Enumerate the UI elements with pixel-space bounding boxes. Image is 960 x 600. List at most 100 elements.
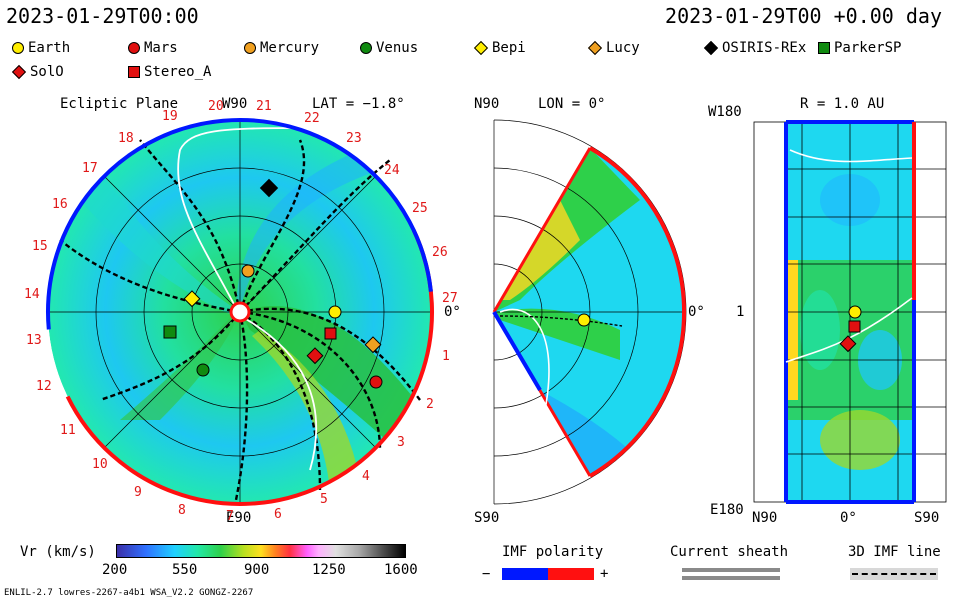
svg-text:10: 10 [92,457,108,472]
sphere-bottom-left-label: E180 [710,502,744,518]
meridional-rim-positive [588,146,686,478]
svg-text:18: 18 [118,131,134,146]
legend-osiris-rex: OSIRIS-REx [703,40,806,56]
imf-line-swatch [852,573,936,575]
title-right: 2023-01-29T00 +0.00 day [665,4,942,28]
svg-text:21: 21 [256,99,272,114]
solo-sphere-marker [839,335,857,353]
ecliptic-sector-numbers: 1 2 3 4 5 6 7 8 9 10 11 12 13 14 15 16 1… [24,99,458,524]
legend-mercury: Mercury [244,40,319,56]
svg-text:23: 23 [346,131,362,146]
svg-text:3: 3 [397,435,405,450]
colorbar-tick: 550 [172,562,198,578]
svg-text:25: 25 [412,201,428,216]
legend-bepi: Bepi [473,40,526,56]
current-sheath-swatch [682,568,780,572]
venus-marker-icon [360,42,372,54]
parkersp-ecliptic-marker [163,325,177,339]
meridional-top-label: N90 [474,96,500,112]
svg-text:11: 11 [60,423,76,438]
bepi-ecliptic-marker [183,290,201,308]
svg-text:4: 4 [362,469,370,484]
lucy-ecliptic-marker [364,336,382,354]
meridional-plot [494,148,685,476]
footer-info: ENLIL-2.7 lowres-2267-a4b1 WSA_V2.2 GONG… [4,588,254,598]
colorbar-tick: 1600 [384,562,418,578]
legend-lucy: Lucy [587,40,640,56]
svg-text:8: 8 [178,503,186,518]
mercury-marker-icon [244,42,256,54]
svg-text:6: 6 [274,507,282,522]
osiris-rex-ecliptic-marker [259,178,279,198]
imf-plus-label: + [600,566,609,582]
sphere-top-left-label: W180 [708,104,742,120]
legend-mars: Mars [128,40,178,56]
svg-text:1: 1 [442,349,450,364]
colorbar-tick: 200 [102,562,128,578]
svg-text:7: 7 [226,509,234,524]
imf-positive-swatch [548,568,594,580]
meridional-bottom-label: S90 [474,510,500,526]
legend-solo: SolO [11,64,64,80]
colorbar-tick: 1250 [312,562,346,578]
svg-text:13: 13 [26,333,42,348]
earth-marker-icon [12,42,24,54]
imf-polarity-label: IMF polarity [502,544,604,560]
sphere-mid-left-label: 1 [736,304,745,320]
stereo-a-sphere-marker [848,320,861,333]
ecliptic-current-sheet [177,127,318,471]
ecliptic-bottom-label: E90 [226,510,252,526]
ecliptic-right-label: 0° [444,304,461,320]
mercury-ecliptic-marker [241,264,255,278]
colorbar-tick: 900 [244,562,270,578]
meridional-rim-negative [492,310,542,392]
mars-ecliptic-marker [369,375,383,389]
svg-text:24: 24 [384,163,400,178]
earth-meridional-marker [577,313,591,327]
svg-text:26: 26 [432,245,448,260]
meridional-lon-label: LON = 0° [538,96,606,112]
sphere-map-plot [753,120,947,504]
venus-ecliptic-marker [196,363,210,377]
mars-marker-icon [128,42,140,54]
ecliptic-lat-label: LAT = −1.8° [312,96,405,112]
svg-text:16: 16 [52,197,68,212]
svg-text:14: 14 [24,287,40,302]
stereo-a-ecliptic-marker [324,327,337,340]
imf-line-label: 3D IMF line [848,544,941,560]
svg-text:20: 20 [208,99,224,114]
meridional-right-label: 0° [688,304,705,320]
legend-stereo-a: Stereo_A [128,64,211,80]
colorbar-label: Vr (km/s) [20,544,96,560]
svg-text:15: 15 [32,239,48,254]
sphere-title: R = 1.0 AU [800,96,885,112]
title-left: 2023-01-29T00:00 [6,4,199,28]
sphere-bottom-s-label: S90 [914,510,940,526]
legend-venus: Venus [360,40,418,56]
earth-sphere-marker [848,305,862,319]
svg-text:12: 12 [36,379,52,394]
ecliptic-rim-positive [46,118,434,506]
legend-earth: Earth [12,40,70,56]
imf-minus-label: − [482,566,491,582]
earth-ecliptic-marker [328,305,342,319]
ecliptic-top-label: W90 [222,96,248,112]
svg-text:9: 9 [134,485,142,500]
parkersp-marker-icon [818,42,830,54]
svg-text:22: 22 [304,111,320,126]
imf-negative-swatch [502,568,548,580]
ecliptic-rim-negative [46,118,434,506]
legend-parkersp: ParkerSP [818,40,901,56]
ecliptic-title: Ecliptic Plane [60,96,179,112]
current-sheath-label: Current sheath [670,544,789,560]
velocity-colorbar [116,544,406,558]
svg-text:5: 5 [320,492,328,507]
svg-text:27: 27 [442,291,458,306]
sun-icon [229,301,251,323]
stereo-a-marker-icon [128,66,140,78]
svg-text:17: 17 [82,161,98,176]
svg-text:2: 2 [426,397,434,412]
sphere-bottom-mid-label: 0° [840,510,857,526]
sphere-bottom-n-label: N90 [752,510,778,526]
